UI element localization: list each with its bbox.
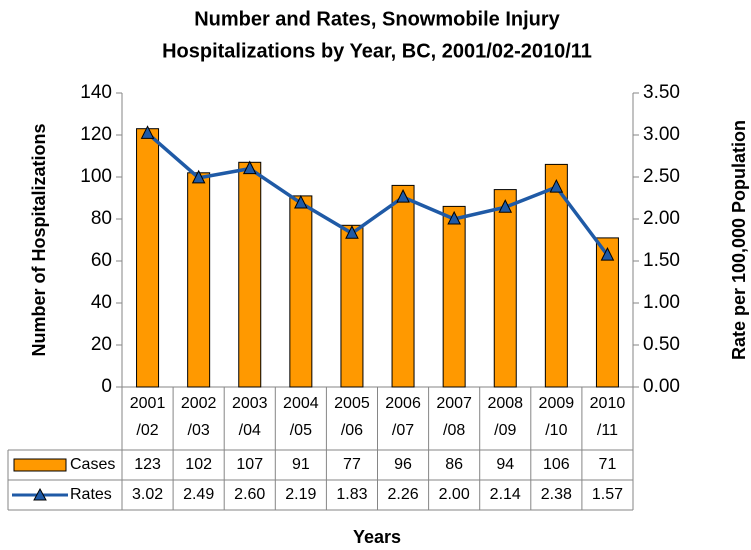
table-value: 96 (394, 456, 412, 473)
x-tick-label: 2002/03 (181, 395, 217, 439)
y-tick-label: 60 (91, 250, 112, 271)
y2-tick-label: 0.50 (643, 334, 680, 355)
y-tick-label: 100 (80, 166, 112, 187)
table-value: 71 (599, 456, 617, 473)
table-value: 106 (543, 456, 570, 473)
marker (191, 169, 206, 184)
y-tick-label: 120 (80, 124, 112, 145)
table-value: 77 (343, 456, 361, 473)
bar (595, 237, 619, 388)
y2-tick-label: 0.00 (643, 376, 680, 397)
y-tick-label: 20 (91, 334, 112, 355)
y-tick-label: 140 (80, 82, 112, 103)
x-tick-label: 2009/10 (539, 395, 575, 439)
y2-tick-label: 1.00 (643, 292, 680, 313)
table-value: 91 (292, 456, 310, 473)
x-tick-label: 2003/04 (232, 395, 268, 439)
y-axis-label: Number of Hospitalizations (29, 123, 49, 356)
y2-tick-label: 3.50 (643, 82, 680, 103)
x-tick-label: 2004/05 (283, 395, 319, 439)
y-tick-label: 80 (91, 208, 112, 229)
y-tick-label: 0 (101, 376, 112, 397)
x-axis-label: Years (353, 527, 401, 547)
y2-axis-label: Rate per 100,000 Population (729, 120, 749, 360)
table-value: 107 (236, 456, 263, 473)
table-value: 2.00 (439, 486, 470, 503)
y2-tick-label: 2.00 (643, 208, 680, 229)
chart-title: Number and Rates, Snowmobile Injury (194, 8, 560, 30)
table-value: 1.57 (592, 486, 623, 503)
marker (294, 194, 308, 209)
y-tick-label: 40 (91, 292, 112, 313)
table-value: 86 (445, 456, 463, 473)
y2-tick-label: 3.00 (643, 124, 680, 145)
bar (391, 184, 415, 388)
marker (600, 247, 615, 261)
table-value: 2.49 (183, 486, 214, 503)
table-value: 3.02 (132, 486, 163, 503)
x-tick-label: 2007/08 (436, 395, 472, 439)
legend-swatch (13, 458, 67, 472)
bar (238, 161, 262, 388)
x-tick-label: 2005/06 (334, 395, 370, 439)
table-value: 2.60 (234, 486, 265, 503)
marker (498, 199, 513, 213)
marker (345, 225, 359, 239)
y2-tick-label: 1.50 (643, 250, 680, 271)
marker (396, 189, 410, 203)
x-tick-label: 2008/09 (487, 395, 523, 439)
table-value: 2.14 (490, 486, 521, 503)
table-value: 2.19 (285, 486, 316, 503)
legend-marker (33, 487, 47, 501)
legend-label: Cases (70, 456, 115, 473)
marker (140, 125, 155, 139)
table-value: 2.26 (387, 486, 418, 503)
bar (493, 189, 517, 388)
legend-label: Rates (70, 486, 112, 503)
line (146, 132, 609, 257)
table-value: 94 (496, 456, 514, 473)
marker (447, 210, 461, 225)
x-tick-label: 2006/07 (385, 395, 421, 439)
bar (340, 224, 364, 388)
chart-title: Hospitalizations by Year, BC, 2001/02-20… (162, 40, 592, 62)
bar (442, 205, 466, 388)
x-tick-label: 2001/02 (130, 395, 166, 439)
bar (136, 128, 160, 388)
table-value: 123 (134, 456, 161, 473)
bar (187, 172, 211, 388)
y2-tick-label: 2.50 (643, 166, 680, 187)
marker (549, 178, 564, 193)
table-value: 102 (185, 456, 212, 473)
x-tick-label: 2010/11 (590, 395, 626, 439)
marker (242, 160, 257, 175)
bar (544, 163, 568, 388)
table-value: 2.38 (541, 486, 572, 503)
bar (289, 195, 313, 388)
table-value: 1.83 (336, 486, 367, 503)
